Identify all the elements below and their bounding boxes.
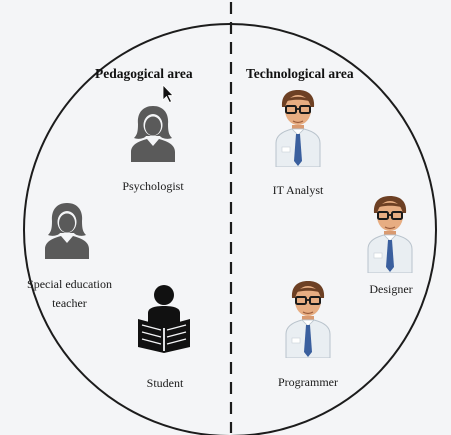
pedagogical-area-title: Pedagogical area	[95, 66, 193, 81]
it-analyst-figure	[274, 87, 322, 167]
cursor-icon	[162, 84, 174, 104]
student-label: Student	[146, 376, 184, 390]
psychologist-figure	[128, 104, 178, 162]
businessman-icon	[367, 196, 413, 273]
psychologist-label: Psychologist	[122, 179, 184, 193]
female-person-icon	[45, 203, 89, 259]
businessman-icon	[275, 90, 321, 167]
special-teacher-label-line1: Special education	[27, 277, 112, 291]
special-teacher-figure	[42, 200, 92, 260]
female-person-icon	[131, 106, 175, 162]
technological-area-title: Technological area	[246, 66, 354, 81]
designer-label: Designer	[369, 282, 413, 296]
designer-figure	[366, 193, 414, 273]
special-teacher-label-line2: teacher	[52, 296, 87, 310]
it-analyst-label: IT Analyst	[272, 183, 324, 197]
businessman-icon	[285, 281, 331, 358]
programmer-figure	[284, 278, 332, 358]
student-reading-icon	[138, 285, 190, 353]
programmer-label: Programmer	[278, 375, 338, 389]
student-figure	[136, 283, 192, 353]
